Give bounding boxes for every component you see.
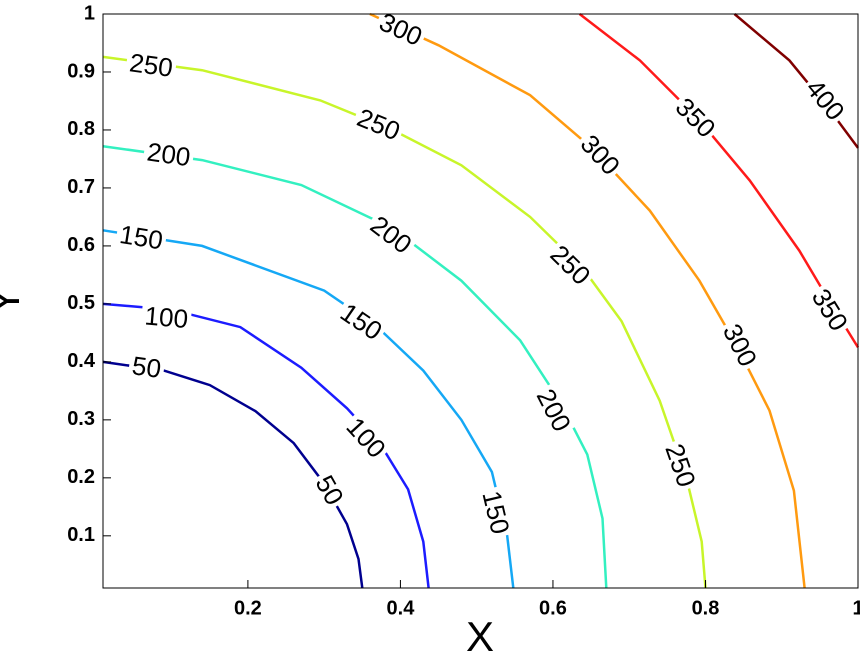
x-tick-label: 0.2 <box>234 597 262 619</box>
contour-line <box>102 144 608 589</box>
label-background <box>124 48 178 82</box>
label-background <box>668 90 723 145</box>
contour-line <box>102 360 364 589</box>
x-tick-label: 0.8 <box>692 597 720 619</box>
label-background <box>477 485 515 540</box>
y-tick-label: 0.4 <box>67 350 96 372</box>
label-background <box>660 437 701 493</box>
label-background <box>350 102 407 146</box>
label-background <box>363 209 419 260</box>
contour-label-group: 50 <box>127 350 166 384</box>
y-tick-label: 0.7 <box>67 176 95 198</box>
y-tick-label: 1 <box>84 2 95 24</box>
y-tick-label: 0.2 <box>67 466 95 488</box>
contour-label-group: 150 <box>114 219 168 255</box>
label-background <box>717 317 763 374</box>
y-tick-label: 0.3 <box>67 408 95 430</box>
x-tick-label: 0.6 <box>539 597 567 619</box>
contour-label: 100 <box>144 301 190 335</box>
label-background <box>309 468 350 512</box>
plot-frame <box>102 13 859 589</box>
x-axis-label: X <box>466 613 494 657</box>
y-tick-label: 0.6 <box>67 234 95 256</box>
label-background <box>573 127 627 182</box>
label-background <box>127 351 166 383</box>
y-tick-label: 0.9 <box>67 60 95 82</box>
label-background <box>142 138 196 171</box>
y-tick-label: 0.8 <box>67 118 95 140</box>
y-axis-label: Y <box>0 287 28 315</box>
x-tick-label: 0.4 <box>387 597 416 619</box>
contour-label-group: 250 <box>124 47 178 83</box>
label-background <box>140 302 193 333</box>
contour-label: 50 <box>130 350 163 384</box>
y-tick-label: 0.5 <box>67 292 95 314</box>
label-background <box>531 382 577 438</box>
label-background <box>339 410 393 465</box>
contour-label: 250 <box>128 47 175 83</box>
contour-label-group: 200 <box>142 136 196 172</box>
label-background <box>799 72 852 128</box>
contour-label: 150 <box>118 219 166 255</box>
label-background <box>543 238 598 292</box>
contour-labels: 5050100100150150150200200200250250250250… <box>114 7 855 540</box>
axes: 0.2 0.4 0.6 0.8 1 0.1 0.2 0.3 0.4 0.5 0.6 0.7 0.8 0.9… <box>67 2 860 619</box>
label-background <box>805 281 855 338</box>
x-tick-label: 1 <box>852 597 860 619</box>
label-background <box>333 296 390 347</box>
y-tick-label: 0.1 <box>67 524 95 546</box>
label-background <box>114 220 168 254</box>
label-background <box>373 7 429 52</box>
contour-label: 200 <box>145 136 192 172</box>
contour-line <box>102 302 430 589</box>
contour-line <box>369 12 806 589</box>
contour-label-group: 100 <box>140 301 193 335</box>
